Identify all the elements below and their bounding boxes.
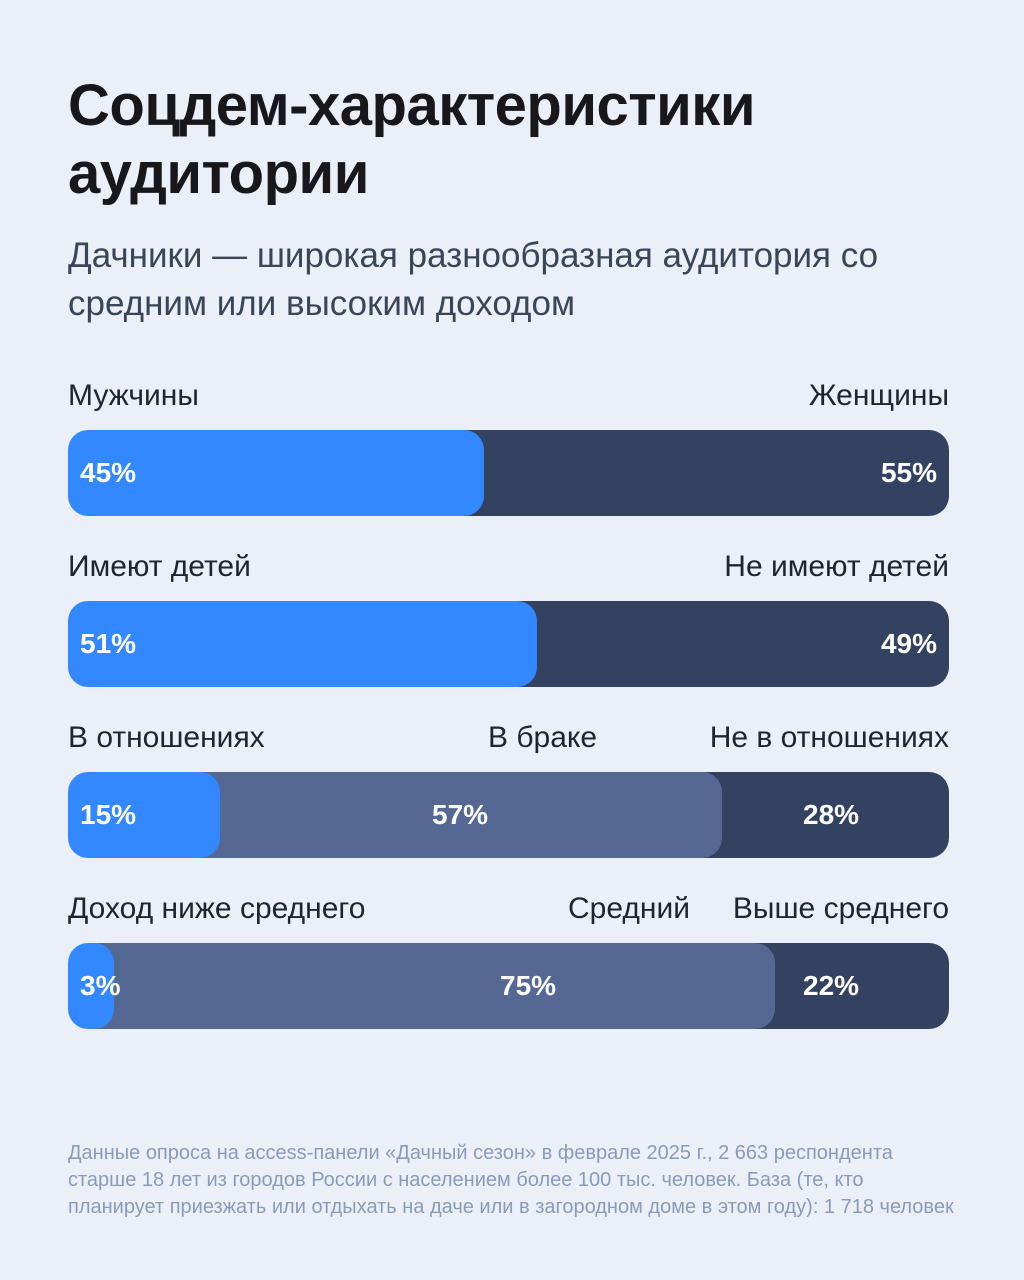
category-label: Не имеют детей <box>724 550 949 583</box>
bar-row: Доход ниже среднего Средний Выше среднего 3… <box>68 889 949 1029</box>
value-label: 22% <box>803 970 860 1001</box>
bar-segment <box>755 943 949 1029</box>
bar-segment <box>517 601 949 687</box>
stacked-bar: 15% 57% 28% <box>68 772 949 858</box>
page-subtitle: Дачники — широкая разнообразная аудитори… <box>68 236 879 323</box>
category-label: Имеют детей <box>68 550 251 583</box>
bar-row: Мужчины Женщины 45% 55% <box>68 376 949 516</box>
value-label: 45% <box>80 457 137 488</box>
category-label: В отношениях <box>68 721 265 754</box>
bar-row-labels: Доход ниже среднего Средний Выше среднего <box>68 889 949 929</box>
value-label: 3% <box>80 970 121 1001</box>
value-label: 57% <box>432 799 489 830</box>
bar-row-labels: Имеют детей Не имеют детей <box>68 547 949 587</box>
category-label: Женщины <box>808 379 949 412</box>
value-label: 28% <box>803 799 860 830</box>
category-label: Мужчины <box>68 379 199 412</box>
value-label: 55% <box>880 457 937 488</box>
category-label: Не в отношениях <box>709 721 949 754</box>
page-title: Соцдем-характеристики аудитории <box>68 73 755 206</box>
source-footnote: Данные опроса на access-панели «Дачный с… <box>68 1142 954 1218</box>
bar-segment <box>702 772 949 858</box>
bar-segment <box>68 430 485 516</box>
bar-segment <box>464 430 949 516</box>
category-label: Доход ниже среднего <box>68 892 366 925</box>
bar-segment <box>94 943 776 1029</box>
stacked-bar: 45% 55% <box>68 430 949 516</box>
category-label: Средний <box>568 892 690 925</box>
value-label: 51% <box>80 628 137 659</box>
bar-segment <box>200 772 723 858</box>
stacked-bar: 3% 75% 22% <box>68 943 949 1029</box>
value-label: 15% <box>80 799 137 830</box>
category-label: Выше среднего <box>732 892 949 925</box>
stacked-bar: 51% 49% <box>68 601 949 687</box>
bar-segment <box>68 943 115 1029</box>
bar-segment <box>68 772 221 858</box>
bar-row-labels: В отношениях В браке Не в отношениях <box>68 718 949 758</box>
bar-row: Имеют детей Не имеют детей 51% 49% <box>68 547 949 687</box>
bar-row-labels: Мужчины Женщины <box>68 376 949 416</box>
value-label: 49% <box>880 628 937 659</box>
value-label: 75% <box>500 970 557 1001</box>
bar-segment <box>68 601 538 687</box>
bar-row: В отношениях В браке Не в отношениях 15% 57%… <box>68 718 949 858</box>
category-label: В браке <box>488 721 598 754</box>
